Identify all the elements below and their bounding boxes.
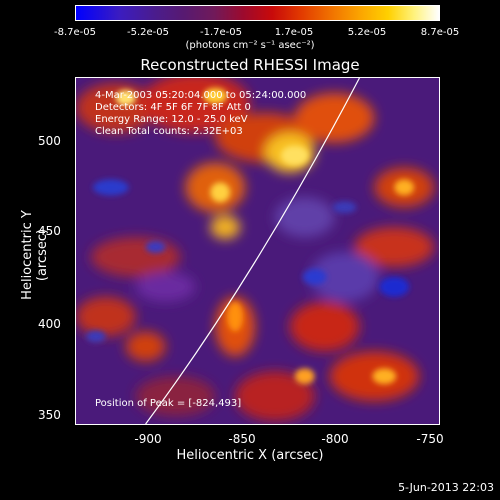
colorbar-tick-labels: -8.7e-05 -5.2e-05 -1.7e-05 1.7e-05 5.2e-…	[0, 22, 500, 52]
y-tick-label: 450	[38, 224, 61, 238]
colorbar	[75, 5, 440, 21]
y-axis-label: Heliocentric Y (arcsec)	[20, 210, 50, 300]
solar-limb-line	[145, 78, 360, 424]
heatmap-image	[76, 78, 439, 424]
colorbar-tick: 8.7e-05	[420, 27, 460, 38]
rhessi-image-plot	[75, 77, 440, 425]
colorbar-tick: -5.2e-05	[127, 27, 169, 38]
y-tick-label: 350	[38, 408, 61, 422]
x-tick-label: -850	[228, 432, 256, 446]
peak-position-text: Position of Peak = [-824,493]	[95, 398, 242, 409]
colorbar-tick: 5.2e-05	[347, 27, 387, 38]
colorbar-tick: -1.7e-05	[200, 27, 242, 38]
x-axis-label: Heliocentric X (arcsec)	[176, 448, 324, 463]
time-range-text: 4-Mar-2003 05:20:04.000 to 05:24:00.000	[95, 90, 307, 101]
y-tick-label: 400	[38, 317, 61, 331]
image-title: Reconstructed RHESSI Image	[140, 56, 360, 74]
colorbar-tick: -8.7e-05	[54, 27, 96, 38]
colorbar-tick: 1.7e-05	[274, 27, 314, 38]
energy-range-text: Energy Range: 12.0 - 25.0 keV	[95, 114, 248, 125]
x-tick-label: -900	[134, 432, 162, 446]
colorbar-units: (photons cm⁻² s⁻¹ asec⁻²)	[185, 40, 315, 51]
clean-counts-text: Clean Total counts: 2.32E+03	[95, 126, 243, 137]
detectors-text: Detectors: 4F 5F 6F 7F 8F Att 0	[95, 102, 251, 113]
x-tick-label: -800	[321, 432, 349, 446]
y-tick-label: 500	[38, 134, 61, 148]
x-tick-label: -750	[416, 432, 444, 446]
generation-timestamp: 5-Jun-2013 22:03	[398, 481, 494, 494]
